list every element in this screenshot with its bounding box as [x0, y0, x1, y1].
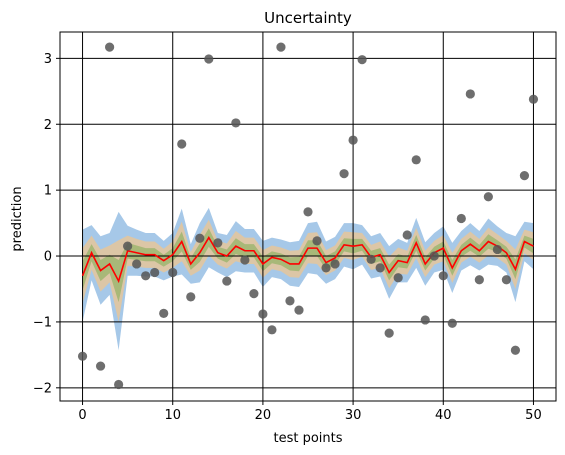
observation-point — [519, 171, 530, 181]
observation-point — [95, 361, 106, 371]
observation-point — [411, 155, 421, 165]
x-tick-label: 10 — [164, 408, 181, 423]
y-axis-label: prediction — [10, 186, 25, 251]
observation-point — [159, 308, 169, 318]
observation-point — [312, 236, 322, 246]
observation-point — [528, 94, 539, 104]
x-tick-label: 50 — [525, 408, 542, 423]
observation-point — [366, 254, 376, 264]
observations — [77, 42, 539, 390]
observation-point — [150, 267, 160, 278]
observation-point — [384, 328, 394, 338]
observation-point — [303, 207, 313, 217]
y-tick-label: −1 — [33, 315, 52, 330]
x-tick-label: 20 — [255, 408, 272, 423]
observation-point — [240, 255, 250, 265]
observation-point — [177, 139, 187, 149]
observation-point — [222, 276, 232, 286]
observation-point — [402, 230, 412, 240]
x-tick-label: 30 — [345, 408, 362, 423]
observation-point — [204, 54, 214, 64]
observation-point — [483, 192, 493, 202]
plot-frame — [59, 31, 557, 402]
x-tick-label: 0 — [78, 408, 86, 423]
uncertainty-band-1 — [82, 207, 534, 351]
prediction-line — [81, 236, 534, 284]
x-tick-label: 40 — [435, 408, 452, 423]
observation-point — [474, 275, 484, 285]
x-axis-label: test points — [273, 431, 342, 446]
observation-point — [258, 309, 268, 319]
grid — [60, 32, 556, 401]
observation-point — [168, 267, 178, 278]
observation-point — [195, 233, 205, 243]
observation-point — [393, 273, 403, 283]
observation-point — [420, 315, 430, 325]
y-tick-label: 3 — [44, 52, 52, 67]
observation-point — [77, 351, 88, 361]
observation-point — [276, 42, 286, 52]
observation-point — [294, 305, 304, 315]
observation-point — [249, 288, 259, 299]
observation-point — [438, 271, 448, 281]
observation-point — [456, 213, 466, 224]
observation-point — [510, 345, 521, 355]
observation-point — [330, 259, 340, 269]
observation-point — [186, 292, 196, 302]
uncertainty-band-2 — [82, 219, 534, 322]
observation-point — [465, 89, 475, 99]
x-axis-ticks: 0 10 20 30 40 50 — [78, 401, 542, 423]
observation-point — [267, 325, 277, 335]
observation-point — [375, 263, 385, 273]
observation-point — [141, 271, 151, 281]
observation-point — [213, 238, 223, 248]
observation-point — [114, 379, 124, 390]
y-axis-ticks: −2 −1 0 1 2 3 — [33, 52, 60, 396]
observation-point — [492, 244, 502, 255]
observation-point — [132, 259, 142, 269]
observation-point — [447, 318, 457, 328]
uncertainty-band-3 — [82, 228, 534, 303]
observation-point — [339, 169, 349, 179]
observation-point — [123, 241, 133, 251]
observation-point — [285, 296, 295, 306]
prediction-line-path — [81, 236, 534, 284]
observation-point — [501, 275, 511, 285]
y-tick-label: −2 — [33, 381, 52, 396]
observation-point — [357, 55, 367, 65]
chart-title: Uncertainty — [264, 9, 352, 27]
observation-point — [321, 263, 331, 273]
observation-point — [348, 135, 358, 145]
observation-point — [231, 118, 241, 128]
observation-point — [105, 42, 115, 52]
y-tick-label: 1 — [44, 184, 52, 199]
y-tick-label: 2 — [44, 118, 52, 133]
observation-point — [429, 251, 439, 261]
y-tick-label: 0 — [44, 250, 52, 265]
confidence-bands — [82, 207, 534, 351]
